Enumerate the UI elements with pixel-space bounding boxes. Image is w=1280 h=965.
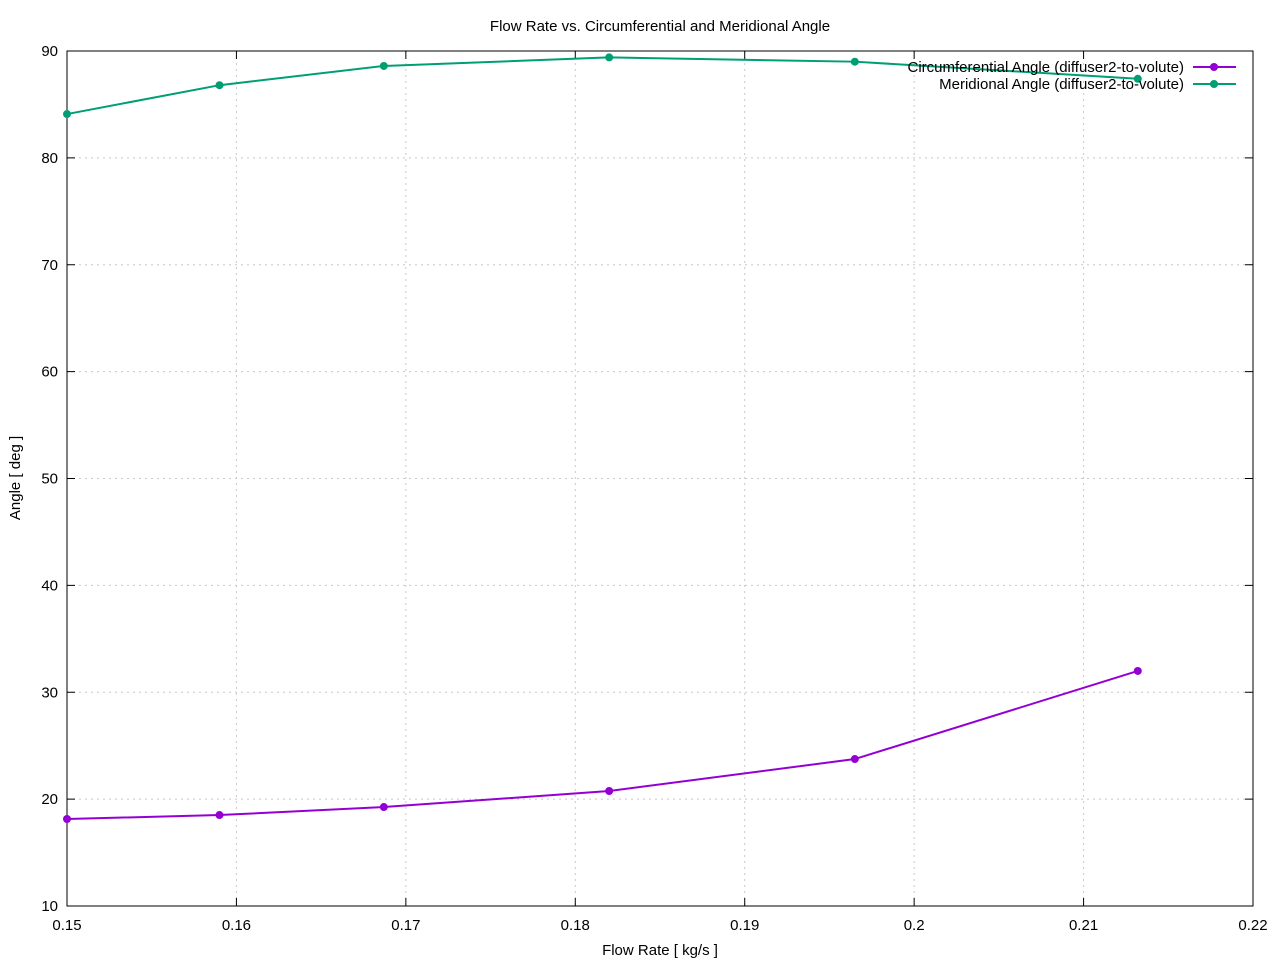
- y-tick-label: 60: [41, 364, 58, 381]
- data-point: [63, 110, 71, 119]
- y-tick-label: 70: [41, 257, 58, 274]
- y-tick-label: 30: [41, 684, 58, 701]
- data-point: [215, 81, 224, 90]
- data-point: [63, 815, 71, 824]
- data-point: [379, 61, 388, 70]
- y-axis-label: Angle [ deg ]: [7, 436, 24, 520]
- data-point: [1133, 666, 1142, 675]
- legend-marker: [1210, 80, 1218, 88]
- data-point: [215, 811, 224, 820]
- y-tick-label: 10: [41, 898, 58, 915]
- y-tick-label: 50: [41, 471, 58, 488]
- chart-title: Flow Rate vs. Circumferential and Meridi…: [490, 18, 830, 35]
- x-tick-label: 0.21: [1069, 917, 1098, 934]
- x-tick-label: 0.16: [222, 917, 251, 934]
- x-tick-label: 0.2: [904, 917, 925, 934]
- x-tick-label: 0.15: [52, 917, 81, 934]
- data-point: [850, 57, 859, 66]
- x-tick-label: 0.19: [730, 917, 759, 934]
- plot-border: [66, 50, 1254, 907]
- data-point: [379, 803, 388, 812]
- y-tick-label: 90: [41, 43, 58, 60]
- x-tick-label: 0.18: [561, 917, 590, 934]
- series-line: [66, 56, 1138, 116]
- series-line: [66, 670, 1139, 821]
- data-point: [605, 787, 614, 796]
- y-tick-label: 20: [41, 791, 58, 808]
- data-point: [605, 53, 614, 62]
- data-point: [1133, 74, 1142, 83]
- x-tick-label: 0.17: [391, 917, 420, 934]
- legend-marker: [1210, 63, 1218, 71]
- data-point: [850, 755, 859, 764]
- x-tick-label: 0.22: [1238, 917, 1267, 934]
- legend-label: Circumferential Angle (diffuser2-to-volu…: [907, 59, 1184, 76]
- x-axis-label: Flow Rate [ kg/s ]: [602, 942, 718, 959]
- y-tick-label: 40: [41, 577, 58, 594]
- legend-label: Meridional Angle (diffuser2-to-volute): [939, 76, 1184, 93]
- y-tick-label: 80: [41, 150, 58, 167]
